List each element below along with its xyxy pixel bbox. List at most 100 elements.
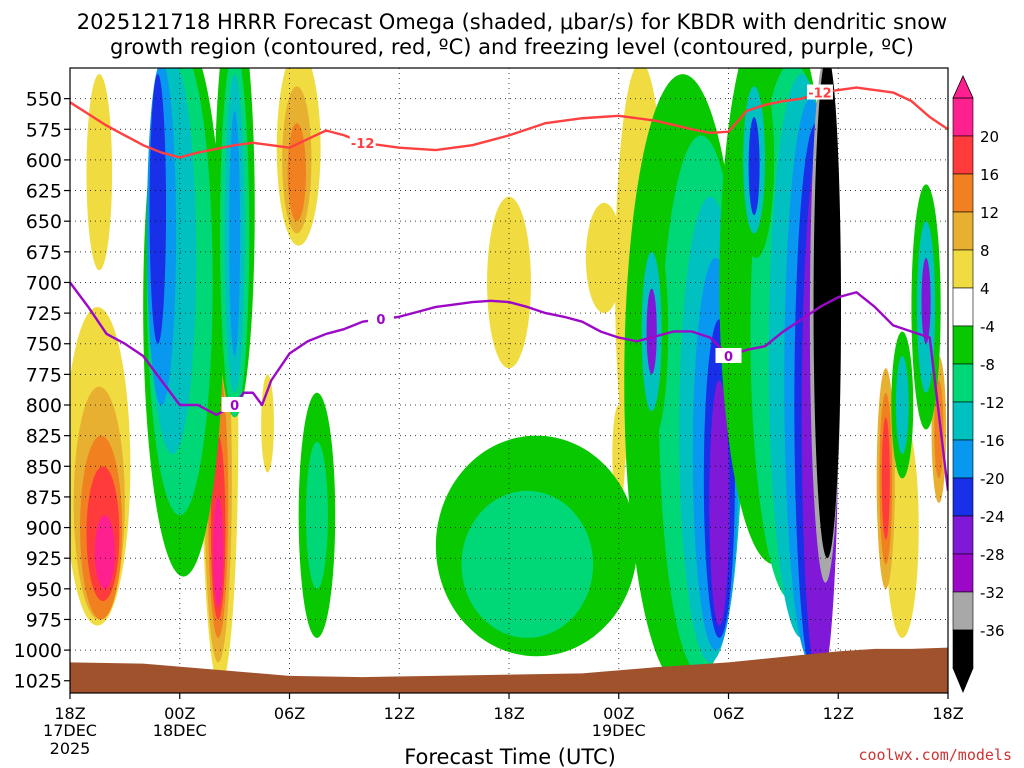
omega-contour-y12-17 bbox=[287, 123, 306, 222]
colorbar-segment-7 bbox=[952, 363, 974, 403]
omega-contour-g24-63 bbox=[646, 288, 657, 375]
x-tick-label-36: 06Z bbox=[713, 704, 744, 723]
y-tick-label-675: 675 bbox=[26, 242, 62, 264]
colorbar-label-1: 16 bbox=[980, 166, 999, 184]
y-tick-label-725: 725 bbox=[26, 303, 62, 325]
freezing-level-contour-label-bg-2 bbox=[715, 347, 742, 363]
colorbar-label-10: -24 bbox=[980, 508, 1005, 526]
colorbar-label-5: -4 bbox=[980, 318, 995, 336]
omega-contour-y20-14 bbox=[213, 496, 224, 608]
terrain-fill bbox=[70, 647, 948, 693]
colorbar-label-12: -32 bbox=[980, 584, 1005, 602]
y-tick-label-600: 600 bbox=[26, 150, 62, 172]
colorbar-label-3: 8 bbox=[980, 242, 990, 260]
y-tick-label-1025: 1025 bbox=[14, 671, 62, 693]
y-tick-label-975: 975 bbox=[26, 609, 62, 631]
colorbar-label-2: 12 bbox=[980, 204, 999, 222]
colorbar-segment-4 bbox=[952, 249, 974, 289]
y-axis: 550 575 600 625 650 675 700 725 750 775 800 825 850 8… bbox=[14, 89, 70, 693]
omega-contour-y4-5 bbox=[86, 74, 113, 271]
x-tick-date-30: 19DEC bbox=[592, 721, 646, 740]
colorbar-label-7: -12 bbox=[980, 394, 1005, 412]
y-tick-label-900: 900 bbox=[26, 518, 62, 540]
x-tick-label-18: 12Z bbox=[384, 704, 415, 723]
colorbar-label-11: -28 bbox=[980, 546, 1005, 564]
freezing-level-contour-label-bg-0 bbox=[221, 397, 248, 413]
omega-contour-g8-38 bbox=[305, 441, 328, 589]
colorbar-label-0: 20 bbox=[980, 128, 999, 146]
colorbar-segment-5 bbox=[952, 287, 974, 327]
colorbar-segment-1 bbox=[952, 135, 974, 175]
omega-contour-g12-65 bbox=[895, 355, 909, 455]
freezing-level-contour-label-2: 0 bbox=[724, 350, 733, 365]
dendritic-minus12-contour-label-1: -12 bbox=[808, 87, 832, 102]
chart-title-line-2: growth region (contoured, red, ºC) and f… bbox=[110, 35, 914, 59]
omega-shading-layer bbox=[70, 68, 947, 687]
dendritic-minus12-contour bbox=[70, 86, 948, 159]
x-tick-label-12: 06Z bbox=[274, 704, 305, 723]
y-tick-label-550: 550 bbox=[26, 89, 62, 111]
colorbar-segment-12 bbox=[952, 553, 974, 593]
y-tick-label-850: 850 bbox=[26, 456, 62, 478]
freezing-level-contour-label-bg-1 bbox=[367, 311, 394, 327]
x-tick-label-6: 00Z bbox=[164, 704, 195, 723]
omega-contour-y16-23 bbox=[881, 417, 890, 540]
colorbar-label-8: -16 bbox=[980, 432, 1005, 450]
y-tick-label-875: 875 bbox=[26, 487, 62, 509]
dendritic-minus12-contour-label-0: -12 bbox=[351, 137, 375, 152]
grid-layer bbox=[70, 68, 948, 693]
credit-text: coolwx.com/models bbox=[858, 746, 1012, 764]
y-tick-label-1000: 1000 bbox=[14, 640, 62, 662]
y-tick-label-625: 625 bbox=[26, 181, 62, 203]
y-tick-label-775: 775 bbox=[26, 364, 62, 386]
y-tick-label-650: 650 bbox=[26, 211, 62, 233]
omega-contour-g8-40 bbox=[461, 490, 594, 638]
colorbar-legend: 20 16 12 8 4 -4 -8 -12 -16 -20 -24 -28 -32 -36 bbox=[952, 75, 1005, 694]
omega-contour-g16-36 bbox=[229, 110, 241, 356]
y-tick-label-825: 825 bbox=[26, 426, 62, 448]
colorbar-segment-3 bbox=[952, 211, 974, 251]
colorbar-segment-6 bbox=[952, 325, 974, 365]
omega-contour-g20-57 bbox=[748, 117, 760, 216]
colorbar-label-6: -8 bbox=[980, 356, 995, 374]
x-tick-year-0: 2025 bbox=[50, 739, 91, 758]
colorbar-segment-14 bbox=[952, 629, 974, 669]
x-tick-date-0: 17DEC bbox=[43, 721, 97, 740]
colorbar-segment-10 bbox=[952, 477, 974, 517]
y-tick-label-575: 575 bbox=[26, 119, 62, 141]
colorbar-segment-8 bbox=[952, 401, 974, 441]
colorbar-arrow-top bbox=[952, 75, 974, 99]
omega-contour-g36-54 bbox=[813, 68, 841, 559]
x-tick-label-24: 18Z bbox=[493, 704, 524, 723]
y-tick-label-950: 950 bbox=[26, 579, 62, 601]
freezing-level-contour-label-0: 0 bbox=[230, 399, 239, 414]
colorbar-segment-11 bbox=[952, 515, 974, 555]
colorbar-label-9: -20 bbox=[980, 470, 1005, 488]
x-axis-label: Forecast Time (UTC) bbox=[404, 745, 616, 768]
dendritic-minus12-contour-label-bg-1 bbox=[806, 84, 833, 100]
x-tick-label-30: 00Z bbox=[603, 704, 634, 723]
omega-contour-g20-32 bbox=[149, 74, 167, 344]
omega-contour-y4-7 bbox=[487, 196, 531, 369]
omega-contour-g24-46 bbox=[709, 380, 730, 626]
x-tick-label-48: 18Z bbox=[932, 704, 963, 723]
x-tick-label-42: 12Z bbox=[823, 704, 854, 723]
colorbar-segment-9 bbox=[952, 439, 974, 479]
freezing-level-contour-label-1: 0 bbox=[376, 313, 385, 328]
x-tick-date-6: 18DEC bbox=[153, 721, 207, 740]
colorbar-segment-13 bbox=[952, 591, 974, 631]
colorbar-label-13: -36 bbox=[980, 622, 1005, 640]
colorbar-label-4: 4 bbox=[980, 280, 990, 298]
contour-lines-layer: -12 -12 0 0 0 bbox=[70, 84, 948, 491]
omega-contour-y20-4 bbox=[94, 515, 115, 589]
chart-title-line-1: 2025121718 HRRR Forecast Omega (shaded, … bbox=[77, 10, 947, 34]
y-tick-label-925: 925 bbox=[26, 548, 62, 570]
colorbar-arrow-bottom bbox=[952, 667, 974, 694]
omega-contour-y4-8 bbox=[585, 202, 623, 314]
omega-contour-g24-60 bbox=[921, 257, 931, 344]
colorbar-segment-0 bbox=[952, 97, 974, 137]
y-tick-label-700: 700 bbox=[26, 272, 62, 294]
x-tick-label-0: 18Z bbox=[54, 704, 85, 723]
